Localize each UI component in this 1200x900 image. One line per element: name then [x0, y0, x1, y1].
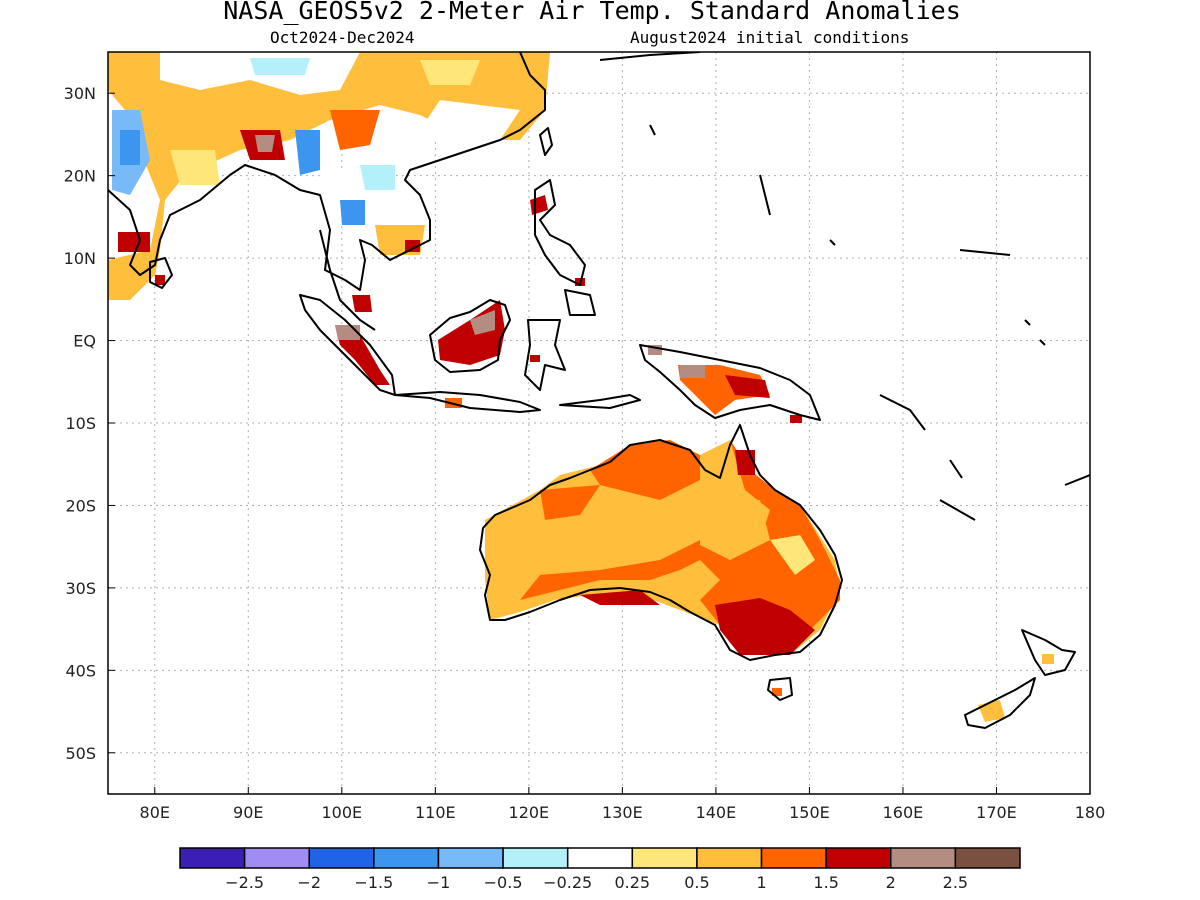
legend-swatch — [696, 847, 763, 869]
lon-label-130E: 130E — [602, 803, 643, 822]
map-title: NASA_GEOS5v2 2-Meter Air Temp. Standard … — [223, 0, 961, 25]
lat-label-20S: 20S — [65, 496, 96, 515]
lat-label-40S: 40S — [65, 661, 96, 680]
lon-label-110E: 110E — [415, 803, 456, 822]
lon-label-100E: 100E — [321, 803, 362, 822]
lat-label-10N: 10N — [64, 249, 96, 268]
lat-label-30N: 30N — [64, 84, 96, 103]
legend-label: 2 — [886, 873, 896, 892]
lat-label-30S: 30S — [65, 579, 96, 598]
lat-label-50S: 50S — [65, 744, 96, 763]
legend-swatch — [308, 847, 375, 869]
legend-label: 0.25 — [614, 873, 650, 892]
axis-ticks: 80E 90E 100E 110E 120E 130E 140E 150E 160E 170E 18… — [64, 84, 1106, 822]
legend-label: 2.5 — [943, 873, 968, 892]
legend-swatch — [243, 847, 310, 869]
asia-anomaly-fill — [108, 52, 550, 300]
legend-swatch — [437, 847, 504, 869]
legend-swatch — [566, 847, 634, 869]
lon-label-160E: 160E — [883, 803, 924, 822]
lat-label-20N: 20N — [64, 167, 96, 186]
australia-anomaly-fill — [485, 440, 1054, 722]
lat-label-EQ: EQ — [73, 332, 96, 351]
legend-swatch — [954, 847, 1021, 869]
legend-swatch — [631, 847, 698, 869]
borneo-anomaly-fill — [438, 300, 505, 365]
color-legend: −2.5 −2 −1.5 −1 −0.5 −0.25 0.25 0.5 1 1.5 2 2.5 — [179, 847, 1021, 892]
lon-label-90E: 90E — [233, 803, 263, 822]
lon-label-150E: 150E — [789, 803, 830, 822]
legend-swatch — [373, 847, 440, 869]
lon-label-180: 180 — [1075, 803, 1106, 822]
forecast-period: Oct2024-Dec2024 — [270, 28, 415, 47]
new-guinea-anomaly-fill — [648, 345, 802, 423]
legend-swatch — [502, 847, 569, 869]
legend-swatch — [760, 847, 827, 869]
legend-label: 1.5 — [813, 873, 838, 892]
lon-label-140E: 140E — [696, 803, 737, 822]
legend-swatch — [179, 847, 246, 869]
legend-label: −1 — [427, 873, 451, 892]
legend-label: −2 — [297, 873, 321, 892]
legend-label: −0.25 — [543, 873, 592, 892]
legend-label: −2.5 — [225, 873, 264, 892]
legend-swatch — [890, 847, 957, 869]
legend-swatch — [825, 847, 892, 869]
legend-label: 1 — [756, 873, 766, 892]
legend-label: −1.5 — [354, 873, 393, 892]
legend-label: 0.5 — [684, 873, 709, 892]
lon-label-170E: 170E — [976, 803, 1017, 822]
initial-conditions: August2024 initial conditions — [630, 28, 910, 47]
legend-label: −0.5 — [484, 873, 523, 892]
lat-label-10S: 10S — [65, 414, 96, 433]
lon-label-120E: 120E — [509, 803, 550, 822]
lon-label-80E: 80E — [140, 803, 170, 822]
coastlines — [108, 52, 1090, 729]
